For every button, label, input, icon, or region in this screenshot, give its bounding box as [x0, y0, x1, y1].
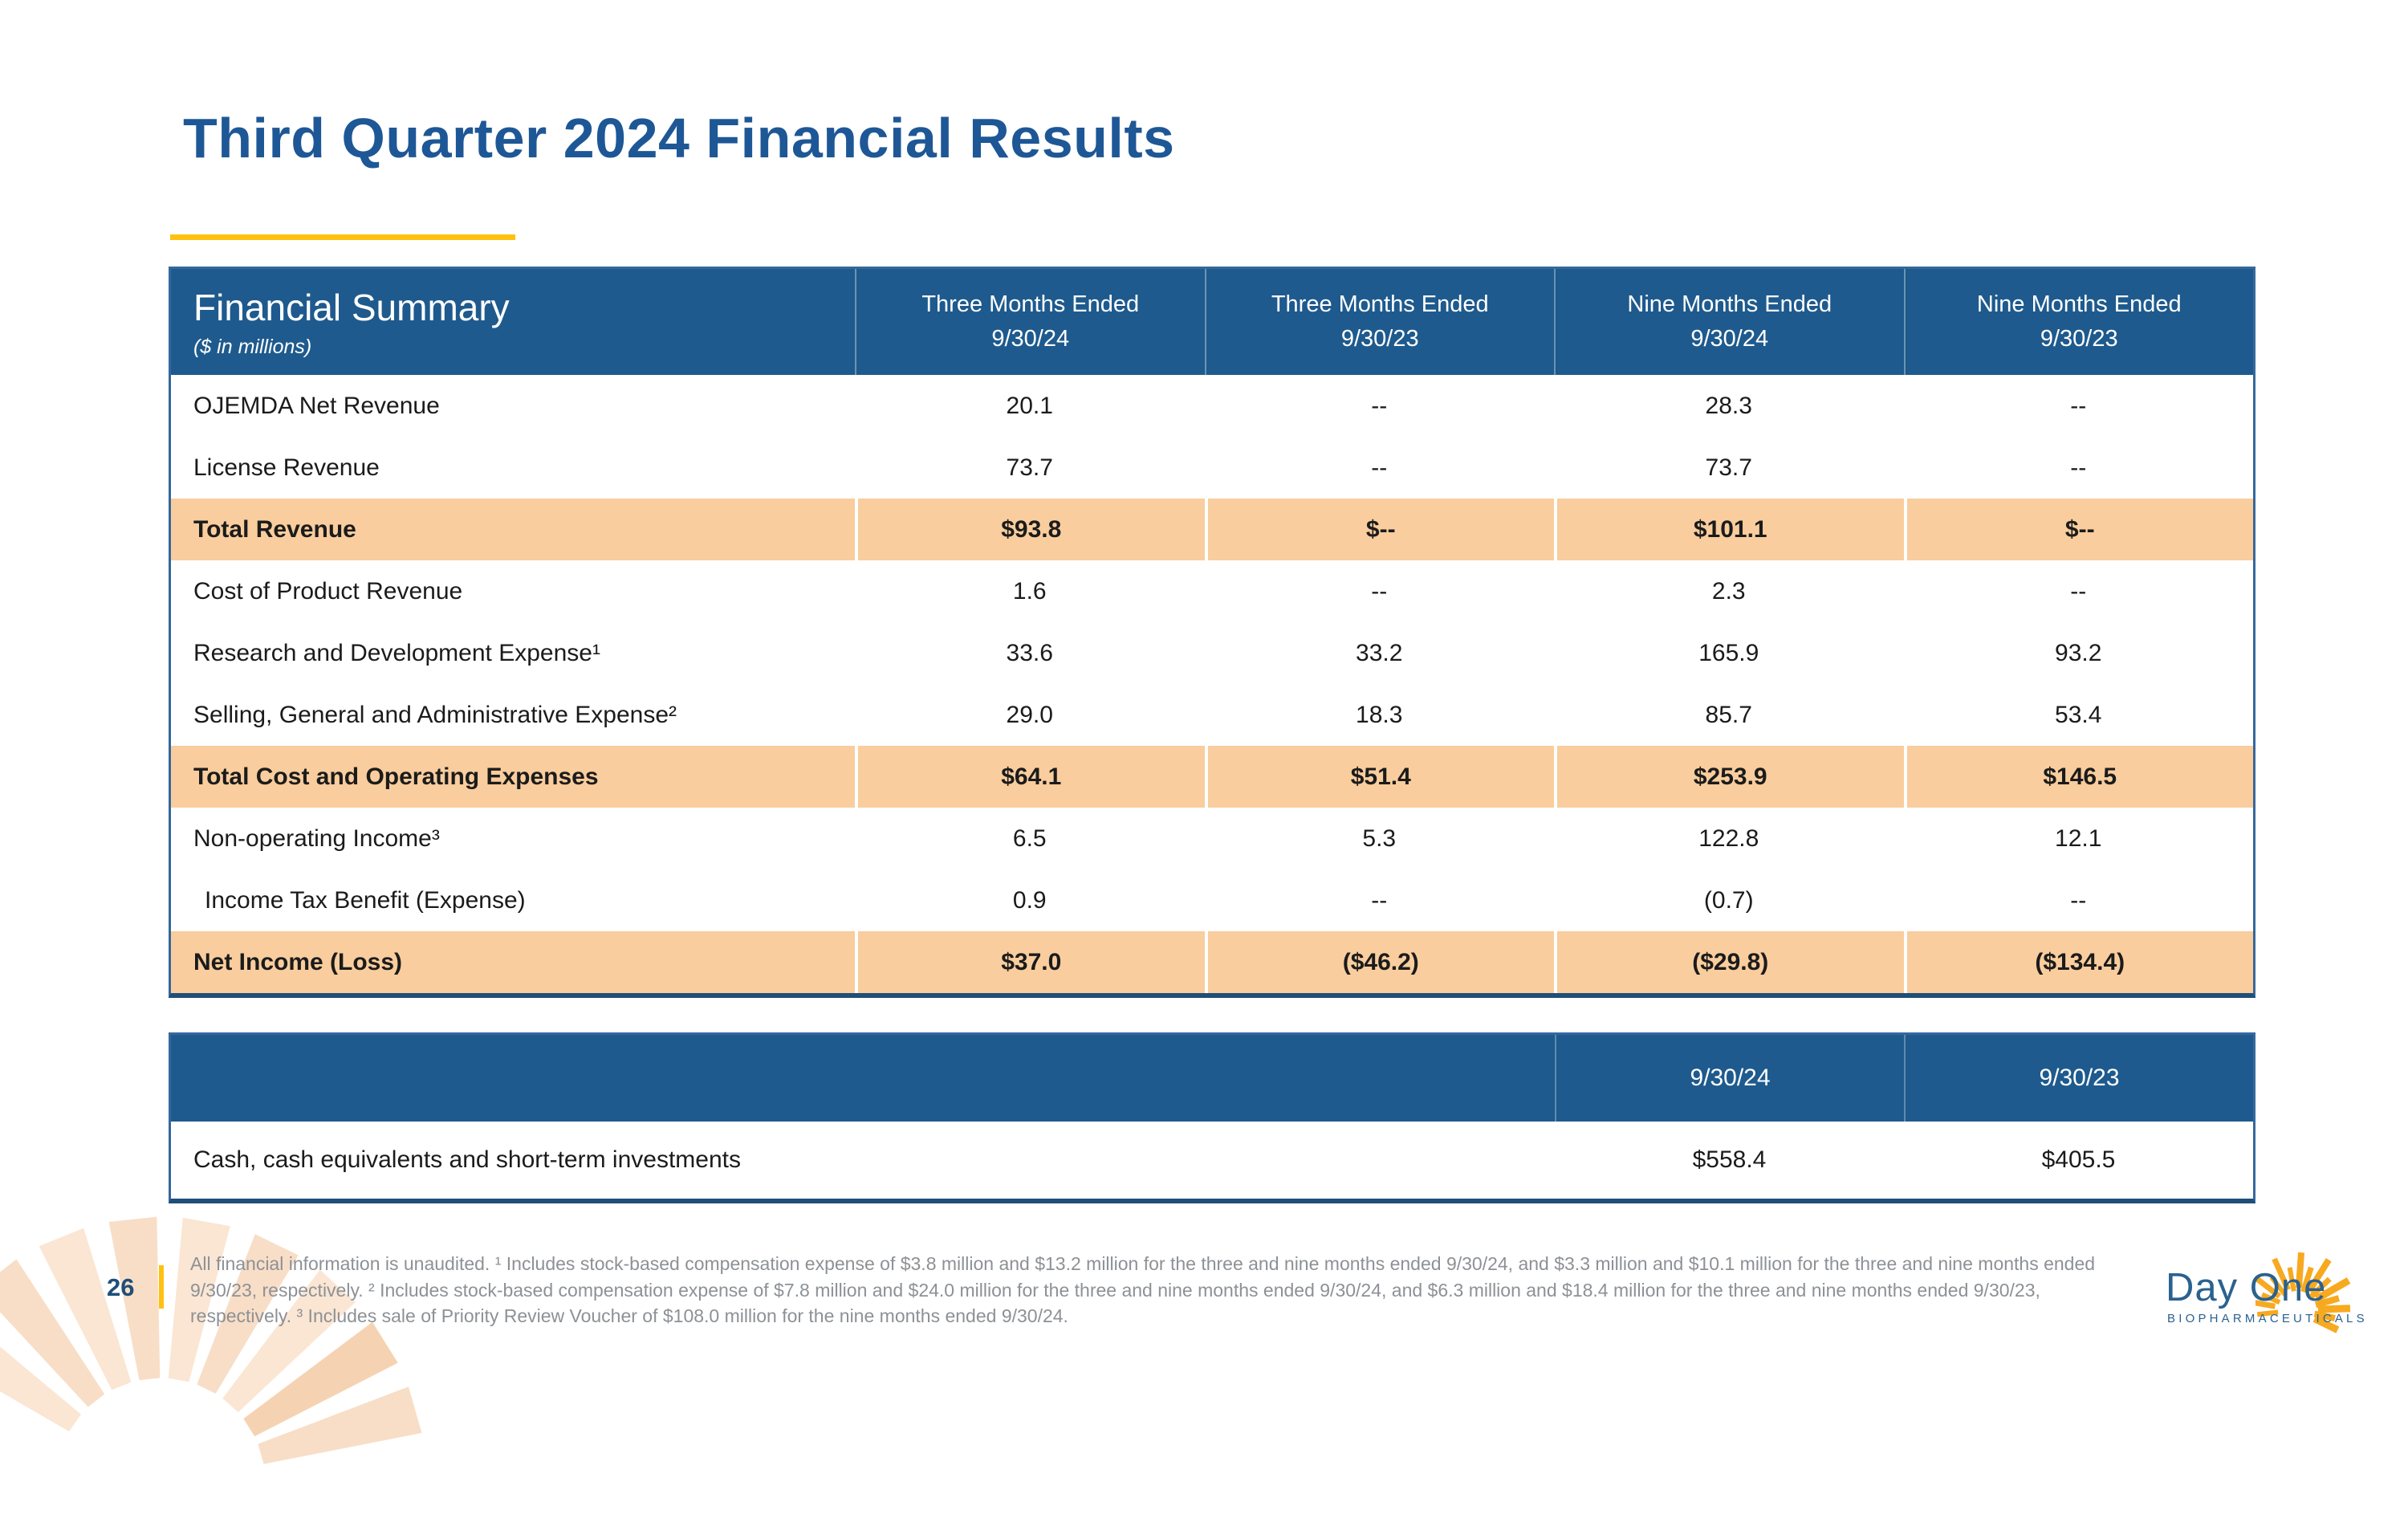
table-row-cash-equivalents: Cash, cash equivalents and short-term in…	[171, 1122, 2253, 1199]
column-date: 9/30/24	[991, 326, 1070, 352]
column-header-nine-months-2023: Nine Months Ended 9/30/23	[1903, 269, 2254, 375]
dayone-logo: Day One BIOPHARMACEUTICALS	[2166, 1235, 2390, 1339]
financial-summary-subtitle: ($ in millions)	[193, 335, 312, 358]
row-value: 20.1	[1006, 392, 1053, 419]
row-label: Selling, General and Administrative Expe…	[193, 701, 677, 728]
row-value: ($134.4)	[1903, 931, 2254, 993]
row-value: --	[1371, 454, 1388, 481]
cash-column-header-2024: 9/30/24	[1555, 1035, 1904, 1122]
table-row-total-cost-operating-expenses: Total Cost and Operating Expenses $64.1 …	[171, 746, 2253, 808]
row-value: 6.5	[1012, 824, 1047, 852]
cash-table: 9/30/24 9/30/23 Cash, cash equivalents a…	[169, 1032, 2255, 1203]
row-value: $558.4	[1692, 1146, 1767, 1173]
row-value: ($29.8)	[1554, 931, 1904, 993]
cash-table-header: 9/30/24 9/30/23	[171, 1035, 2253, 1122]
table-row-non-operating-income: Non-operating Income³ 6.5 5.3 122.8 12.1	[171, 808, 2253, 869]
row-value: --	[1371, 577, 1388, 605]
row-value: 0.9	[1012, 886, 1047, 914]
row-value: 12.1	[2055, 824, 2102, 852]
table-row-license-revenue: License Revenue 73.7 -- 73.7 --	[171, 437, 2253, 499]
page-number-accent-bar	[159, 1265, 164, 1309]
row-value: 29.0	[1006, 701, 1053, 728]
column-date: 9/30/23	[1340, 326, 1419, 352]
row-value: --	[2070, 454, 2087, 481]
financial-summary-title: Financial Summary	[193, 286, 510, 328]
column-header-three-months-2023: Three Months Ended 9/30/23	[1204, 269, 1555, 375]
row-label: License Revenue	[193, 454, 380, 481]
row-value: $101.1	[1554, 499, 1904, 560]
column-header-three-months-2024: Three Months Ended 9/30/24	[855, 269, 1205, 375]
row-value: 33.2	[1356, 639, 1403, 666]
row-label: Total Cost and Operating Expenses	[193, 763, 599, 790]
table-row-cost-of-product-revenue: Cost of Product Revenue 1.6 -- 2.3 --	[171, 560, 2253, 622]
financial-summary-table-header: Financial Summary ($ in millions) Three …	[171, 269, 2253, 375]
table-row-net-income-loss: Net Income (Loss) $37.0 ($46.2) ($29.8) …	[171, 931, 2253, 993]
footnote-text: All financial information is unaudited. …	[190, 1253, 2096, 1327]
row-value: 73.7	[1006, 454, 1053, 481]
row-value: --	[1371, 886, 1388, 914]
logo-brand-text: Day One	[2166, 1266, 2327, 1309]
table-row-total-revenue: Total Revenue $93.8 $-- $101.1 $--	[171, 499, 2253, 560]
row-value: 33.6	[1006, 639, 1053, 666]
row-value: 53.4	[2055, 701, 2102, 728]
title-underline	[170, 234, 515, 240]
table-title-cell: Financial Summary ($ in millions)	[171, 269, 855, 375]
row-label: Research and Development Expense¹	[193, 639, 600, 666]
row-value: ($46.2)	[1204, 931, 1555, 993]
logo-tagline-text: BIOPHARMACEUTICALS	[2167, 1312, 2368, 1325]
page-title: Third Quarter 2024 Financial Results	[183, 107, 1175, 169]
row-value: 73.7	[1705, 454, 1752, 481]
row-value: 5.3	[1362, 824, 1397, 852]
table-row-ojemda-net-revenue: OJEMDA Net Revenue 20.1 -- 28.3 --	[171, 375, 2253, 437]
row-value: 1.6	[1012, 577, 1047, 605]
column-date: 9/30/24	[1690, 326, 1769, 352]
row-value: 165.9	[1698, 639, 1759, 666]
row-value: --	[1371, 392, 1388, 419]
row-label: Cash, cash equivalents and short-term in…	[193, 1146, 741, 1173]
row-label: Total Revenue	[193, 515, 356, 543]
cash-column-header-2023: 9/30/23	[1904, 1035, 2253, 1122]
row-label: Cost of Product Revenue	[193, 577, 463, 605]
row-value: $--	[1204, 499, 1555, 560]
sunburst-icon	[2255, 1252, 2351, 1333]
row-value: (0.7)	[1703, 886, 1754, 914]
table-row-income-tax-benefit: Income Tax Benefit (Expense) 0.9 -- (0.7…	[171, 869, 2253, 931]
row-value: --	[2070, 392, 2087, 419]
row-value: 28.3	[1705, 392, 1752, 419]
column-period: Three Months Ended	[921, 291, 1140, 317]
row-value: 93.2	[2055, 639, 2102, 666]
row-value: $146.5	[1903, 746, 2254, 808]
row-label: Income Tax Benefit (Expense)	[205, 886, 526, 914]
row-value: $64.1	[855, 746, 1205, 808]
column-header-nine-months-2024: Nine Months Ended 9/30/24	[1554, 269, 1904, 375]
row-value: 18.3	[1356, 701, 1403, 728]
column-period: Nine Months Ended	[1627, 291, 1832, 317]
row-value: $253.9	[1554, 746, 1904, 808]
cash-header-spacer	[171, 1035, 1555, 1122]
row-value: --	[2070, 886, 2087, 914]
row-value: 85.7	[1705, 701, 1752, 728]
row-value: $405.5	[2041, 1146, 2116, 1173]
row-label: Non-operating Income³	[193, 824, 440, 852]
row-value: 2.3	[1711, 577, 1746, 605]
table-row-research-development-expense: Research and Development Expense¹ 33.6 3…	[171, 622, 2253, 684]
row-value: $--	[1903, 499, 2254, 560]
row-value: 122.8	[1698, 824, 1759, 852]
column-date: 9/30/23	[2040, 326, 2118, 352]
page-number: 26	[107, 1273, 135, 1301]
row-value: --	[2070, 577, 2087, 605]
row-value: $51.4	[1204, 746, 1555, 808]
column-period: Nine Months Ended	[1976, 291, 2182, 317]
column-period: Three Months Ended	[1271, 291, 1489, 317]
row-label: Net Income (Loss)	[193, 948, 403, 975]
row-value: $37.0	[855, 931, 1205, 993]
financial-summary-table: Financial Summary ($ in millions) Three …	[169, 267, 2255, 998]
row-label: OJEMDA Net Revenue	[193, 392, 440, 419]
table-row-selling-general-admin-expense: Selling, General and Administrative Expe…	[171, 684, 2253, 746]
row-value: $93.8	[855, 499, 1205, 560]
